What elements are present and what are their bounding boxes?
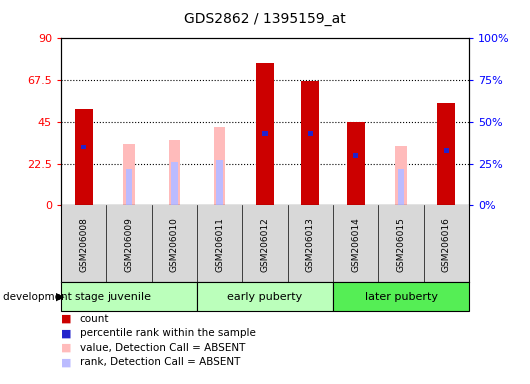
Text: GSM206010: GSM206010 — [170, 217, 179, 272]
Bar — [307, 131, 313, 136]
Bar — [347, 122, 365, 205]
Bar — [444, 148, 449, 152]
Bar — [214, 127, 225, 205]
Text: ■: ■ — [61, 343, 72, 353]
Bar — [197, 282, 333, 311]
Bar — [262, 131, 268, 136]
Text: early puberty: early puberty — [227, 291, 303, 302]
Bar — [216, 161, 223, 205]
Text: percentile rank within the sample: percentile rank within the sample — [80, 328, 255, 338]
Text: ▶: ▶ — [56, 291, 64, 302]
Text: value, Detection Call = ABSENT: value, Detection Call = ABSENT — [80, 343, 245, 353]
Text: ■: ■ — [61, 314, 72, 324]
Text: GSM206014: GSM206014 — [351, 217, 360, 272]
Text: juvenile: juvenile — [107, 291, 151, 302]
Text: GDS2862 / 1395159_at: GDS2862 / 1395159_at — [184, 12, 346, 25]
Bar — [301, 81, 320, 205]
Text: rank, Detection Call = ABSENT: rank, Detection Call = ABSENT — [80, 358, 240, 367]
Bar — [81, 145, 86, 149]
Bar — [126, 169, 132, 205]
Bar — [75, 109, 93, 205]
Bar — [437, 103, 455, 205]
Bar — [353, 153, 358, 158]
Bar — [61, 282, 197, 311]
Text: GSM206015: GSM206015 — [396, 217, 405, 272]
Bar — [171, 162, 178, 205]
Text: ■: ■ — [61, 358, 72, 367]
Text: GSM206009: GSM206009 — [125, 217, 134, 272]
Bar — [395, 146, 407, 205]
Text: GSM206011: GSM206011 — [215, 217, 224, 272]
Text: GSM206008: GSM206008 — [79, 217, 88, 272]
Text: GSM206012: GSM206012 — [261, 217, 269, 272]
Bar — [333, 282, 469, 311]
Text: later puberty: later puberty — [365, 291, 438, 302]
Bar — [169, 141, 180, 205]
Text: GSM206016: GSM206016 — [442, 217, 451, 272]
Bar — [123, 144, 135, 205]
Text: ■: ■ — [61, 328, 72, 338]
Text: count: count — [80, 314, 109, 324]
Text: development stage: development stage — [3, 291, 104, 302]
Bar — [398, 169, 404, 205]
Text: GSM206013: GSM206013 — [306, 217, 315, 272]
Bar — [256, 63, 274, 205]
